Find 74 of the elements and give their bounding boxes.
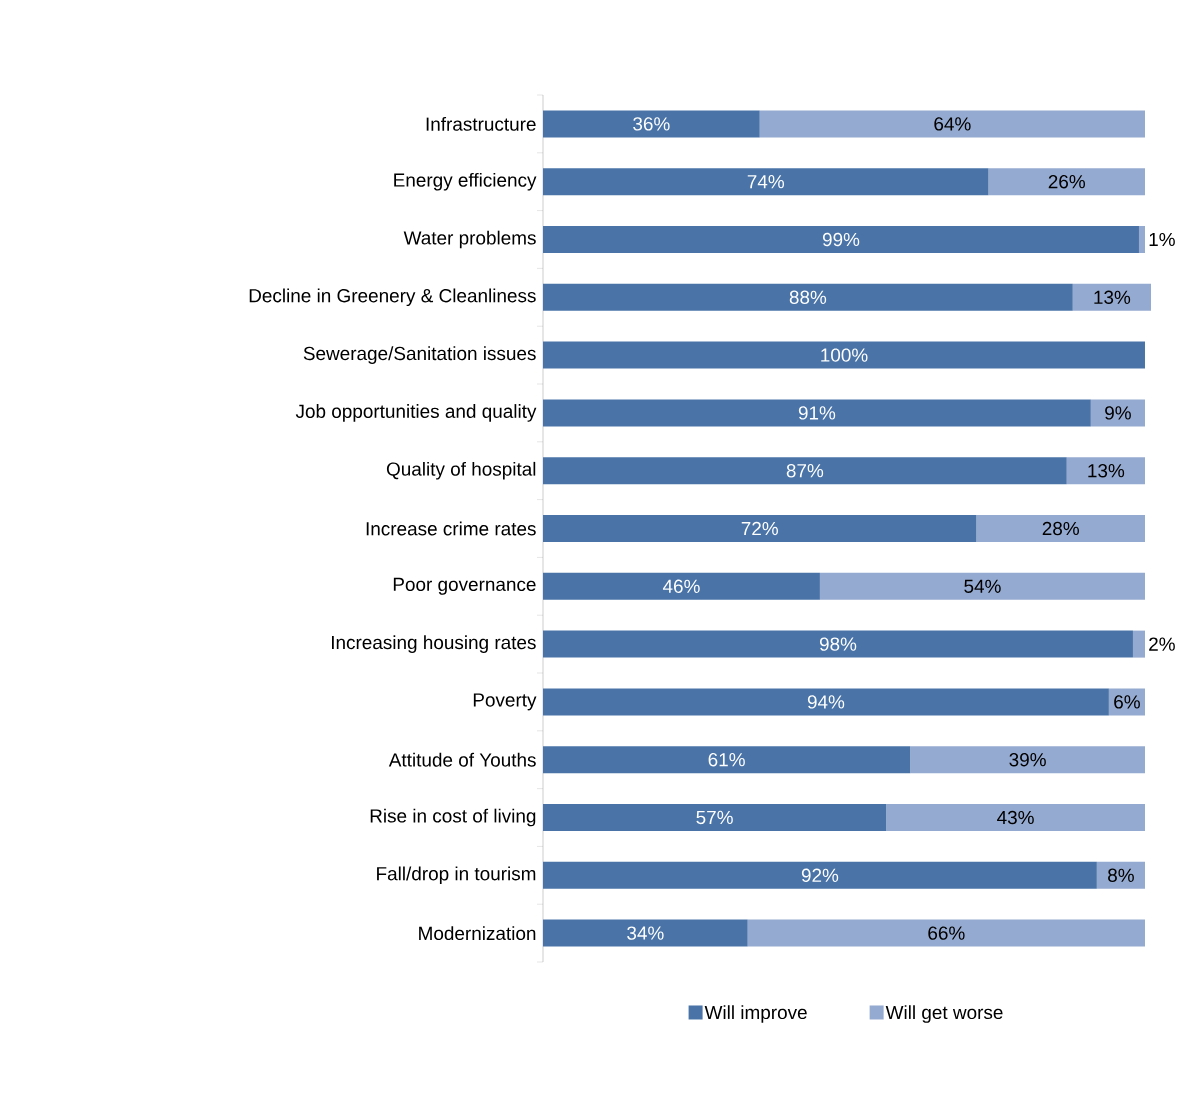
bar	[543, 399, 1091, 427]
bar	[543, 515, 977, 542]
bar	[1096, 861, 1145, 889]
data-label: 43%	[997, 810, 1034, 825]
bar	[976, 515, 1145, 542]
bar	[988, 168, 1145, 196]
data-label: 74%	[747, 175, 784, 189]
bar	[543, 746, 911, 774]
y-tick-label: Quality of hospital	[386, 461, 536, 480]
data-label: 57%	[696, 810, 733, 825]
bar	[543, 688, 1109, 716]
y-tick-label: Infrastructure	[426, 116, 536, 131]
bar	[543, 861, 1097, 889]
data-label: 72%	[741, 521, 778, 536]
bar	[543, 283, 1073, 311]
data-label: 34%	[627, 926, 664, 940]
data-label: 39%	[1009, 752, 1046, 767]
y-tick-label: Job opportunities and quality	[295, 404, 537, 422]
y-tick-label: Energy efficiency	[394, 172, 537, 191]
y-tick-label: Sewerage/Sanitation issues	[303, 346, 536, 364]
y-tick-label: Fall/drop in tourism	[377, 866, 536, 885]
bar	[543, 110, 760, 138]
bar	[759, 110, 1145, 138]
bar	[886, 804, 1145, 832]
data-label: 46%	[662, 579, 700, 593]
data-label: 9%	[1105, 406, 1131, 420]
data-label: 88%	[789, 290, 827, 304]
bar	[543, 457, 1067, 485]
data-label: 61%	[708, 752, 745, 767]
y-tick-label: Increase crime rates	[366, 521, 536, 536]
bar	[1138, 226, 1145, 253]
y-tick-label: Increasing housing rates	[332, 635, 536, 653]
bar	[819, 572, 1145, 600]
data-label: 87%	[786, 463, 824, 478]
data-label: 54%	[964, 579, 1001, 593]
bar	[543, 804, 887, 832]
y-tick-label: Poverty	[473, 693, 537, 711]
bar	[1072, 283, 1152, 311]
y-tick-label: Modernization	[419, 926, 536, 941]
data-label: 8%	[1108, 868, 1134, 882]
bar	[910, 746, 1145, 774]
data-label: 26%	[1048, 174, 1085, 189]
y-tick-label: Rise in cost of living	[370, 808, 536, 827]
data-label: 92%	[801, 868, 839, 882]
data-label: 91%	[798, 406, 836, 420]
bar	[1132, 630, 1145, 658]
data-label: 64%	[934, 117, 971, 131]
y-tick-label: Attitude of Youths	[388, 752, 536, 767]
bar	[543, 226, 1139, 253]
data-label: 94%	[807, 695, 845, 709]
y-tick-label: Poor governance	[393, 577, 536, 595]
bar	[543, 630, 1133, 658]
data-label: 99%	[822, 232, 860, 247]
data-label: 13%	[1094, 290, 1131, 304]
data-label: 100%	[821, 348, 868, 362]
data-label: 1%	[1149, 232, 1175, 247]
bar	[543, 572, 820, 600]
legend-label: Will improve	[704, 1005, 807, 1023]
data-label: 6%	[1114, 695, 1140, 709]
data-label: 13%	[1088, 463, 1125, 478]
bar	[1066, 457, 1145, 485]
y-tick-label: Decline in Greenery & Cleanliness	[249, 288, 536, 307]
bar	[543, 168, 989, 196]
bar	[543, 341, 1145, 369]
bar	[543, 919, 748, 947]
y-tick-label: Water problems	[403, 230, 536, 249]
data-label: 2%	[1149, 637, 1175, 651]
data-label: 66%	[928, 926, 965, 940]
data-label: 28%	[1042, 521, 1079, 536]
bar	[747, 919, 1145, 947]
data-label: 36%	[633, 117, 670, 131]
bar	[1090, 399, 1145, 427]
data-label: 98%	[819, 637, 857, 651]
legend-label: Will get worse	[885, 1005, 1003, 1023]
